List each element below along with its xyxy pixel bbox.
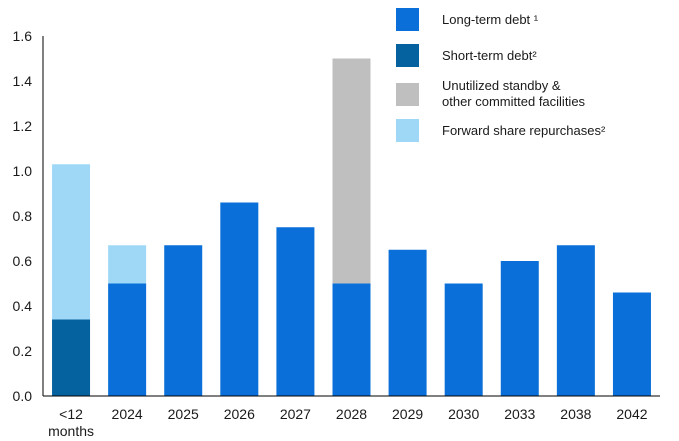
legend-item-forward-share-repurchases: Forward share repurchases² — [396, 119, 605, 142]
bar-forward-share-repurchases — [108, 245, 147, 284]
bar-forward-share-repurchases — [52, 164, 91, 320]
legend-item-long-term-debt: Long-term debt ¹ — [396, 8, 538, 31]
bar-long-term-debt — [332, 283, 371, 396]
x-tick-label: <12 months — [48, 406, 94, 439]
bar-long-term-debt — [444, 283, 483, 396]
legend-label-forward-share-repurchases: Forward share repurchases² — [442, 122, 606, 138]
bar-long-term-debt — [276, 227, 315, 396]
legend-item-short-term-debt: Short-term debt² — [396, 44, 537, 67]
bar-long-term-debt — [164, 245, 203, 396]
legend-label-short-term-debt: Short-term debt² — [442, 47, 537, 63]
y-tick-label: 0.6 — [13, 253, 33, 269]
x-tick-label: 2033 — [504, 406, 535, 422]
y-tick-label: 1.4 — [13, 73, 33, 89]
x-tick-label: 2028 — [336, 406, 367, 422]
bars — [52, 58, 651, 396]
x-tick-label: 2026 — [224, 406, 255, 422]
y-axis: 0.0 0.2 0.4 0.6 0.8 1.0 1.2 1.4 1.6 — [13, 28, 44, 404]
x-tick-label: 2027 — [280, 406, 311, 422]
x-axis: <12 months 2024 2025 2026 2027 2028 2029 2030 203… — [43, 395, 660, 439]
bar-long-term-debt — [556, 245, 595, 396]
legend-label-long-term-debt: Long-term debt ¹ — [442, 11, 539, 27]
x-tick-label: 2042 — [616, 406, 647, 422]
x-tick-label: 2029 — [392, 406, 423, 422]
bar-long-term-debt — [500, 261, 539, 396]
bar-short-term-debt — [52, 319, 91, 396]
bar-long-term-debt — [220, 202, 259, 396]
x-tick-label: 2024 — [112, 406, 143, 422]
x-tick-label: 2030 — [448, 406, 479, 422]
y-tick-label: 1.2 — [13, 118, 33, 134]
y-tick-label: 0.2 — [13, 343, 33, 359]
bar-unutilized-standby-other-committed-facilities — [332, 58, 371, 284]
bar-long-term-debt — [388, 249, 427, 396]
y-tick-label: 0.4 — [13, 298, 33, 314]
y-tick-label: 1.6 — [13, 28, 33, 44]
y-tick-label: 0.0 — [13, 388, 33, 404]
legend-swatch-long-term-debt — [396, 8, 419, 31]
x-tick-label: 2038 — [560, 406, 591, 422]
legend-swatch-short-term-debt — [396, 44, 419, 67]
y-tick-label: 0.8 — [13, 208, 33, 224]
bar-long-term-debt — [108, 283, 147, 396]
legend-label-unutilized-facilities: Unutilized standby & other committed fac… — [442, 78, 586, 109]
legend-item-unutilized-facilities: Unutilized standby & other committed fac… — [396, 78, 585, 110]
y-tick-label: 1.0 — [13, 163, 33, 179]
bar-long-term-debt — [612, 292, 651, 396]
legend-swatch-forward-share-repurchases — [396, 119, 419, 142]
x-tick-label: 2025 — [168, 406, 199, 422]
legend-swatch-unutilized-facilities — [396, 82, 419, 106]
